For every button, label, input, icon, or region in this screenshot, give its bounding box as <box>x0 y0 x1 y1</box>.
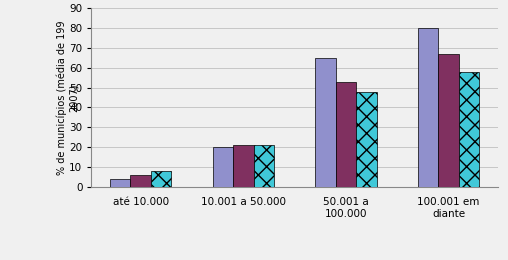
Bar <box>438 54 459 187</box>
Bar <box>212 147 233 187</box>
Y-axis label: % de municípios (média de 199
2007): % de municípios (média de 199 2007) <box>57 20 79 175</box>
Bar <box>459 72 480 187</box>
Bar <box>151 171 172 187</box>
Bar <box>356 92 377 187</box>
Bar <box>315 58 336 187</box>
Bar <box>110 179 131 187</box>
Bar <box>336 82 356 187</box>
Bar <box>253 145 274 187</box>
Bar <box>233 145 253 187</box>
Bar <box>418 28 438 187</box>
Bar <box>131 175 151 187</box>
